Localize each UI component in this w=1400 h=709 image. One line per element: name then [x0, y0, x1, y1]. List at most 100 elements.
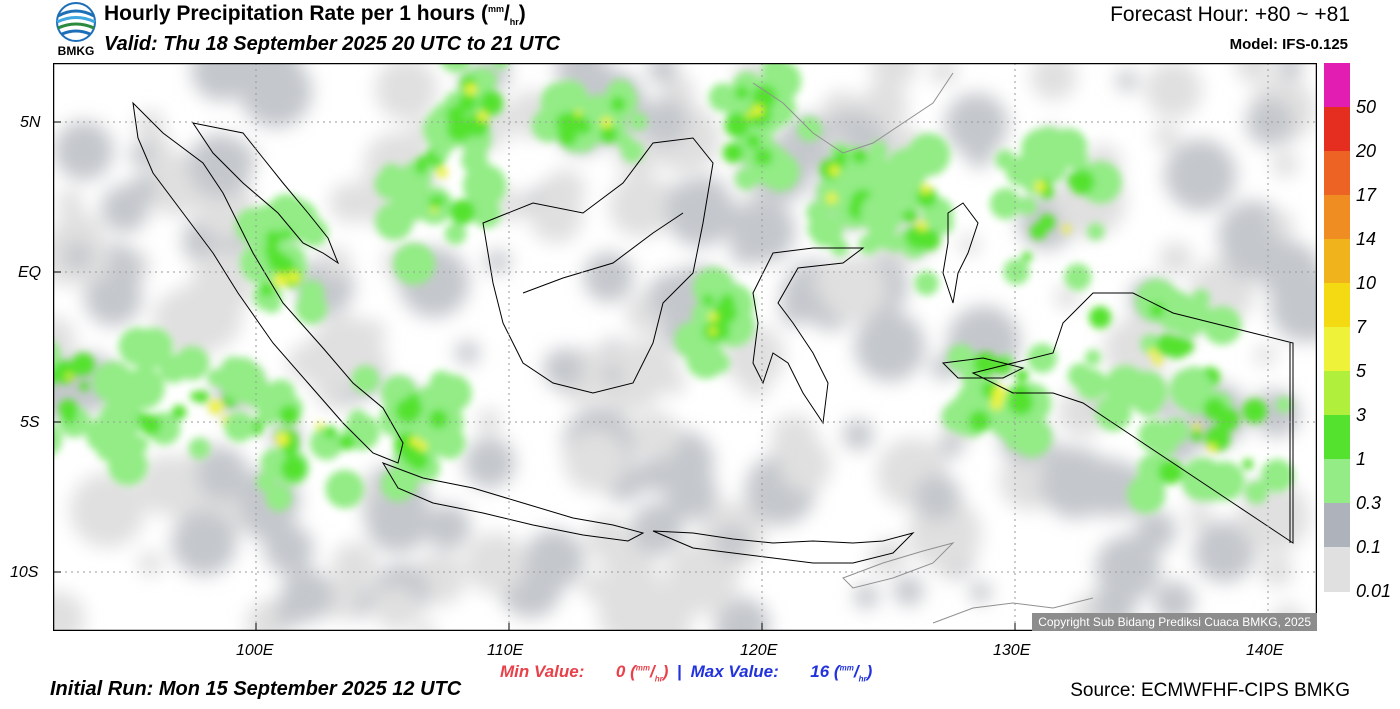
rain-cell — [1203, 397, 1226, 421]
rain-cell — [550, 79, 589, 118]
rain-cell — [374, 57, 438, 121]
max-unit: (mm/hr) — [833, 662, 873, 684]
rain-cell — [529, 190, 583, 244]
rain-cell — [631, 502, 684, 555]
rain-cell — [134, 110, 165, 141]
model-name: Model: IFS-0.125 — [1229, 36, 1348, 53]
rain-cell — [973, 351, 998, 376]
rain-cell — [338, 434, 356, 451]
rain-cell — [752, 104, 764, 116]
rain-cell — [435, 195, 446, 207]
min-label: Min Value: — [500, 662, 585, 681]
rain-cell — [995, 149, 1016, 170]
new-guinea-outline — [971, 292, 1294, 544]
rain-cell — [107, 445, 148, 486]
title-text: Hourly Precipitation Rate per 1 hours — [104, 2, 476, 25]
rain-cell — [1087, 222, 1105, 241]
colorbar-label: 1 — [1356, 449, 1367, 469]
rain-cell — [408, 450, 429, 471]
australia-outline — [932, 597, 1094, 624]
forecast-hour: Forecast Hour: +80 ~ +81 — [1110, 3, 1350, 26]
rain-cell — [92, 361, 134, 403]
rain-cell — [243, 378, 274, 409]
rain-cell — [128, 174, 158, 204]
rain-cell — [842, 419, 874, 451]
rain-cell — [1116, 69, 1138, 92]
colorbar-label: 50 — [1356, 97, 1377, 117]
rain-cell — [780, 301, 806, 327]
rain-cell — [324, 425, 337, 439]
rain-cell — [902, 197, 920, 215]
rain-cell — [79, 381, 90, 392]
rain-cell — [1030, 223, 1047, 240]
bmkg-logo-icon — [56, 2, 96, 42]
rain-cell — [455, 340, 480, 366]
rain-cell — [319, 246, 351, 278]
rain-cell — [1254, 344, 1277, 367]
rain-cell — [820, 254, 888, 322]
rain-cell — [665, 177, 736, 247]
rain-cell — [430, 206, 438, 214]
rain-cell — [428, 409, 449, 429]
min-unit-den: hr — [654, 674, 663, 684]
rain-cell — [989, 188, 1022, 220]
rain-cell — [915, 186, 938, 208]
colorbar-label: 7 — [1356, 317, 1367, 337]
rain-cell — [275, 432, 289, 446]
colorbar-label: 0.3 — [1356, 493, 1382, 513]
rain-cell — [1193, 520, 1256, 583]
rain-cell — [1095, 535, 1161, 601]
rain-cell — [1158, 241, 1193, 276]
rain-cell — [826, 192, 838, 204]
rain-cell — [457, 93, 478, 113]
rain-cell — [434, 374, 472, 412]
rain-cell — [1207, 443, 1217, 453]
rain-cell — [140, 414, 162, 436]
rain-cell — [1153, 356, 1163, 366]
rain-cell — [621, 140, 644, 163]
rain-cell — [629, 112, 648, 131]
seram-outline — [941, 357, 1025, 379]
rain-cell — [65, 373, 73, 380]
rain-cell — [1126, 475, 1166, 514]
rain-cell — [1196, 470, 1227, 502]
rain-cell — [130, 435, 149, 454]
rain-cell — [273, 273, 288, 287]
rain-cell — [96, 439, 118, 461]
rain-cell — [523, 529, 585, 590]
rain-cell — [138, 551, 163, 576]
rain-cell — [1021, 128, 1062, 170]
colorbar-swatch — [1324, 283, 1350, 328]
rain-cell — [1064, 263, 1092, 291]
rain-cell — [722, 142, 744, 164]
lon-label-140e: 140E — [1246, 642, 1284, 659]
colorbar-label: 3 — [1356, 405, 1367, 425]
rain-cell — [1067, 173, 1081, 187]
lat-label-5s: 5S — [20, 414, 40, 431]
colorbar — [1324, 63, 1350, 592]
colorbar-swatch — [1324, 195, 1350, 240]
rain-cell — [714, 525, 749, 560]
rain-cell — [54, 120, 114, 181]
rain-cell — [969, 581, 992, 604]
rain-cell — [709, 327, 717, 336]
rain-cell — [1084, 349, 1101, 366]
rain-cell — [56, 188, 84, 216]
rain-cell — [417, 441, 428, 452]
rain-cell — [1027, 343, 1057, 374]
rain-cell — [860, 192, 904, 235]
rain-cell — [395, 398, 421, 424]
rain-cell — [944, 92, 1009, 157]
rain-cell — [958, 233, 981, 256]
rain-cell — [188, 437, 211, 460]
rain-cell — [868, 543, 901, 576]
rain-cell — [406, 185, 431, 209]
colorbar-swatch — [1324, 503, 1350, 548]
rain-cell — [414, 162, 427, 175]
rain-cell — [280, 228, 292, 240]
rain-cell — [992, 386, 1007, 401]
rain-cell — [1193, 423, 1201, 431]
rain-cell — [424, 504, 471, 550]
rain-cell — [872, 170, 898, 196]
rain-cell — [1021, 251, 1033, 263]
